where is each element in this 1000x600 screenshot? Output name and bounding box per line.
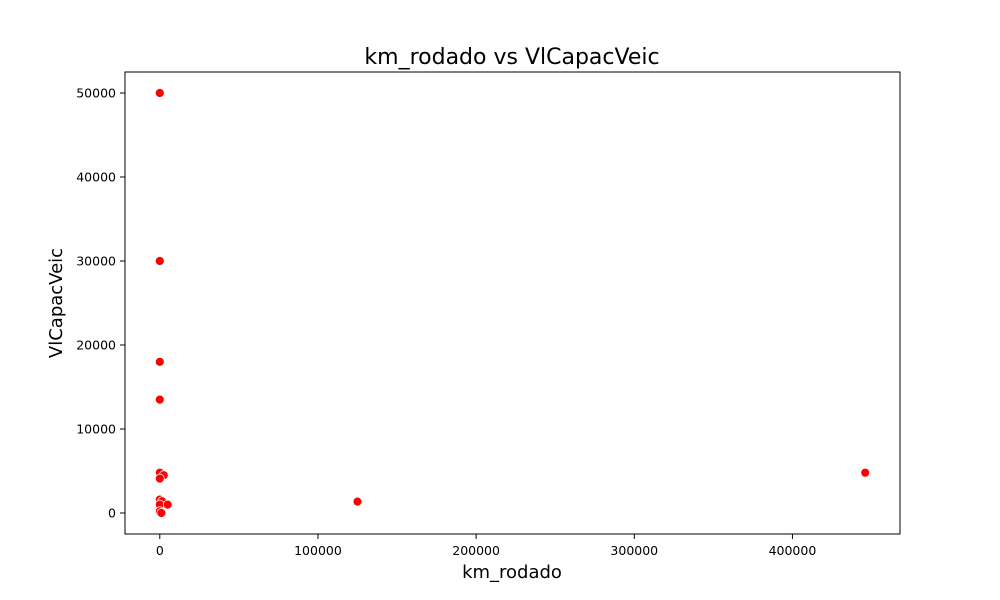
data-point <box>352 496 363 507</box>
y-axis-label: VlCapacVeic <box>46 248 67 358</box>
y-tick-label: 50000 <box>76 86 116 101</box>
y-tick-label: 10000 <box>76 422 116 437</box>
y-tick-label: 30000 <box>76 254 116 269</box>
x-tick-label: 300000 <box>610 543 658 558</box>
data-point <box>154 473 165 484</box>
data-point <box>154 256 165 266</box>
x-tick-label: 200000 <box>452 543 500 558</box>
points-layer <box>154 88 871 518</box>
x-tick-label: 400000 <box>769 543 817 558</box>
y-tick-label: 0 <box>108 506 116 521</box>
data-point <box>156 508 167 518</box>
x-tick-label: 0 <box>156 543 164 558</box>
data-point <box>860 467 871 478</box>
x-axis: 0 100000 200000 300000 400000 <box>156 534 817 558</box>
y-axis: 0 10000 20000 30000 40000 50000 <box>76 86 125 521</box>
y-tick-label: 20000 <box>76 338 116 353</box>
y-tick-label: 40000 <box>76 170 116 185</box>
chart-title: km_rodado vs VlCapacVeic <box>364 45 659 70</box>
data-point <box>162 499 173 510</box>
x-tick-label: 100000 <box>294 543 342 558</box>
data-point <box>154 394 165 405</box>
plot-area <box>124 71 901 535</box>
data-point <box>154 356 165 367</box>
data-point <box>154 88 165 98</box>
x-axis-label: km_rodado <box>462 562 562 583</box>
